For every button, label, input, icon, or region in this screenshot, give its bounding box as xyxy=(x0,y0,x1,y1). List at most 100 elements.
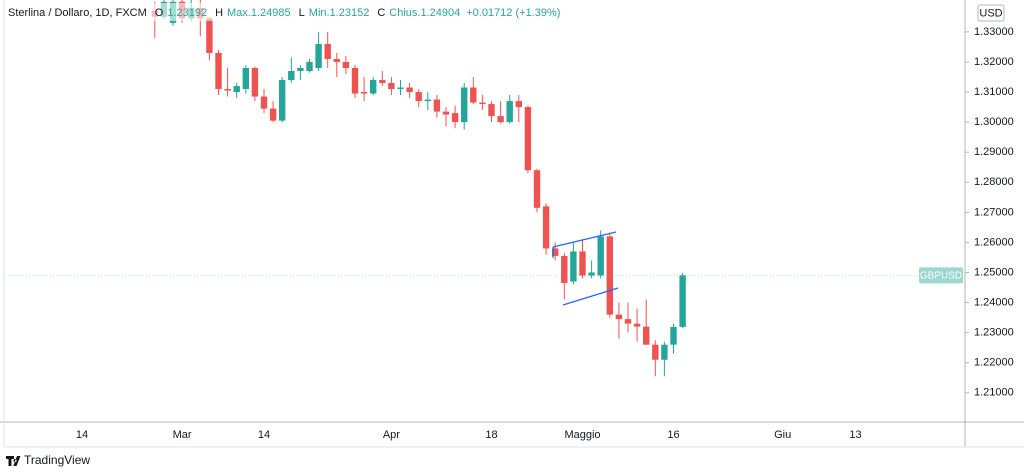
last-price-label: GBPUSD xyxy=(920,271,962,282)
last-price-tag xyxy=(919,267,963,284)
candle-body xyxy=(506,101,513,123)
candle-body xyxy=(269,108,277,121)
candle-body xyxy=(579,251,586,276)
candle-body xyxy=(433,99,441,112)
candle-body xyxy=(370,80,377,94)
candle-body xyxy=(360,92,368,94)
header-title: Sterlina / Dollaro, 1D, FXCM xyxy=(8,7,147,19)
candle-body xyxy=(652,344,659,360)
candle-body xyxy=(552,248,559,256)
candle-body xyxy=(670,326,677,345)
y-tick-label: 1.30000 xyxy=(974,116,1014,128)
candle-body xyxy=(679,275,686,327)
candle-body xyxy=(397,87,404,90)
candle-layer xyxy=(151,0,686,377)
candle-body xyxy=(661,344,668,360)
x-tick-label: 18 xyxy=(485,429,497,441)
candle-body xyxy=(461,87,468,123)
header-value: Max.1.24985 xyxy=(227,7,291,19)
y-tick-label: 1.32000 xyxy=(974,56,1014,68)
header-key: O xyxy=(155,7,164,19)
candle-body xyxy=(215,52,222,90)
candle-body xyxy=(288,70,295,81)
logo-icon xyxy=(6,456,21,466)
candle-body xyxy=(497,116,504,123)
candle-body xyxy=(279,80,286,121)
brand-name: TradingView xyxy=(24,453,90,467)
header-value: Min.1.23152 xyxy=(309,7,370,19)
y-tick-label: 1.31000 xyxy=(974,86,1014,98)
candle-body xyxy=(479,102,486,105)
candle-body xyxy=(615,314,623,320)
y-tick-label: 1.33000 xyxy=(974,26,1014,38)
candle-body xyxy=(633,323,641,327)
axis-layer: 1.33000 1.32000 1.31000 1.30000 1.29000 1.280… xyxy=(76,26,1014,441)
candle-body xyxy=(351,67,359,94)
header: Sterlina / Dollaro, 1D, FXCM O 1.23192 H Max… xyxy=(8,7,560,19)
header-key: H xyxy=(215,7,223,19)
candle-body xyxy=(515,101,522,108)
candle-body xyxy=(260,96,268,109)
currency-label[interactable]: USD xyxy=(979,7,1002,19)
candle-body xyxy=(451,113,459,123)
candle-body xyxy=(542,206,550,249)
x-tick-label: Maggio xyxy=(564,429,600,441)
candle-body xyxy=(406,87,413,93)
x-tick-label: Giu xyxy=(774,429,791,441)
header-value: Chius.1.24904 xyxy=(389,7,460,19)
x-tick-label: 13 xyxy=(849,429,861,441)
trend-line xyxy=(552,231,617,248)
flag-annotation xyxy=(552,231,619,306)
header-bg xyxy=(5,3,525,21)
x-tick-label: 14 xyxy=(258,429,270,441)
header-key: L xyxy=(299,7,305,19)
candle-body xyxy=(470,87,477,103)
candle-body xyxy=(624,319,632,324)
y-tick-label: 1.21000 xyxy=(974,387,1014,399)
y-tick-label: 1.22000 xyxy=(974,357,1014,369)
y-tick-label: 1.24000 xyxy=(974,296,1014,308)
candle-body xyxy=(561,255,568,284)
candle-body xyxy=(597,236,604,276)
y-tick-label: 1.28000 xyxy=(974,176,1014,188)
y-tick-label: 1.29000 xyxy=(974,146,1014,158)
candle-body xyxy=(570,251,577,282)
candle-body xyxy=(606,236,613,315)
header-value: 1.23192 xyxy=(167,7,207,19)
candle-body xyxy=(333,58,340,62)
candle-body xyxy=(379,80,386,84)
candle-body xyxy=(342,61,350,68)
candle-body xyxy=(251,67,259,97)
candle-body xyxy=(233,86,240,93)
candle-body xyxy=(442,111,450,115)
logo: TradingView xyxy=(6,453,90,467)
x-tick-label: Apr xyxy=(383,429,400,441)
candle-body xyxy=(224,89,231,91)
x-tick-label: 16 xyxy=(667,429,679,441)
currency-box[interactable] xyxy=(977,4,1005,22)
candle-body xyxy=(643,326,650,345)
y-tick-label: 1.26000 xyxy=(974,236,1014,248)
candle-body xyxy=(315,43,322,68)
candle-body xyxy=(306,61,313,71)
trend-line xyxy=(562,287,619,306)
candle-body xyxy=(533,170,541,208)
header-change: +0.01712 (+1.39%) xyxy=(466,7,560,19)
candle-body xyxy=(424,99,431,102)
candle-body xyxy=(524,107,532,171)
candle-body xyxy=(206,18,213,53)
x-tick-label: 14 xyxy=(76,429,88,441)
header-key: C xyxy=(377,7,385,19)
candle-body xyxy=(388,83,395,90)
y-tick-label: 1.23000 xyxy=(974,327,1014,339)
candle-body xyxy=(297,67,304,71)
x-tick-label: Mar xyxy=(173,429,192,441)
candle-body xyxy=(242,67,249,90)
candle-body xyxy=(324,43,331,59)
y-tick-label: 1.25000 xyxy=(974,266,1014,278)
candle-body xyxy=(415,92,422,102)
candle-body xyxy=(488,104,495,117)
candle-body xyxy=(588,272,595,276)
